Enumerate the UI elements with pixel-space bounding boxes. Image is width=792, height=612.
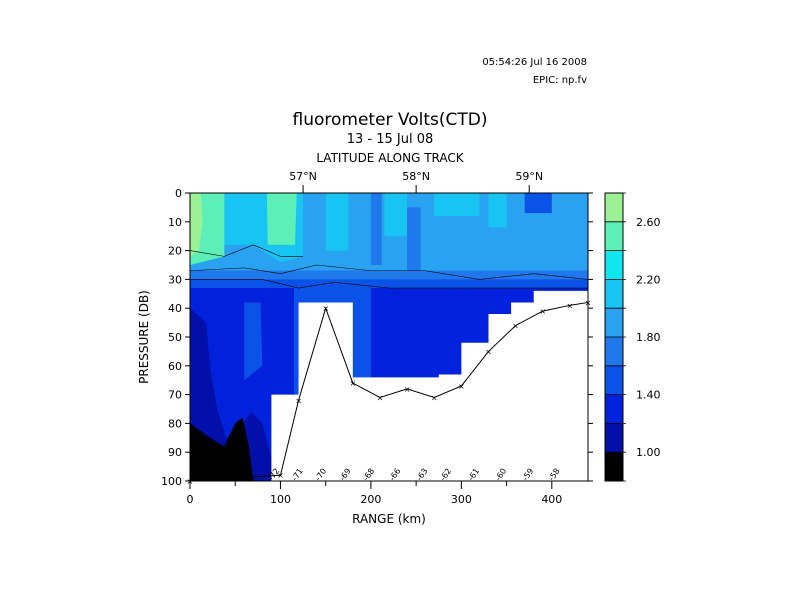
y-tick-label: 100 (161, 475, 182, 488)
colorbar-band (605, 423, 623, 453)
contour-band-black (190, 417, 254, 481)
contour-line (190, 244, 304, 257)
contour-band-dark-blue (190, 308, 272, 481)
y-tick-label: 0 (175, 187, 182, 200)
contour-band-streak (370, 193, 382, 265)
contour-band-left-lobe (244, 302, 263, 381)
profile-marker: × (295, 396, 302, 405)
top-tick-label: 59°N (515, 170, 543, 183)
y-tick-label: 70 (168, 389, 182, 402)
colorbar-band (605, 452, 623, 481)
contour-band-high-mid (266, 193, 297, 245)
colorbar-band (605, 221, 623, 251)
y-tick-label: 40 (168, 302, 182, 315)
colorbar-band (605, 365, 623, 395)
profile-marker: × (349, 379, 356, 388)
colorbar: 1.00 1.40 1.80 2.20 2.60 (604, 192, 661, 482)
x-tick-label: 300 (451, 493, 472, 506)
colorbar-label: 2.60 (636, 216, 661, 229)
x-tick-label: 0 (187, 493, 194, 506)
profile-marker: × (277, 471, 284, 480)
contour-band-streak-2 (407, 207, 421, 274)
contour-band-mid-cyan (325, 193, 349, 251)
profile-marker: × (539, 307, 546, 316)
y-tick-label: 80 (168, 417, 182, 430)
profile-marker: × (322, 304, 329, 313)
colorbar-band (605, 337, 623, 366)
colorbar-band (605, 279, 623, 309)
colorbar-band (605, 308, 623, 337)
x-tick-label: 400 (541, 493, 562, 506)
profile-marker: × (585, 298, 592, 307)
colorbar-band (605, 394, 623, 424)
y-tick-label: 10 (168, 216, 182, 229)
colorbar-label: 1.40 (636, 389, 661, 402)
axes-layer: 0 10 20 30 40 50 60 70 80 90 100 0 100 200 300 400 57°N 5… (161, 170, 593, 506)
timestamp: 05:54:26 Jul 16 2008 (482, 57, 587, 68)
top-tick-label: 58°N (402, 170, 430, 183)
y-tick-label: 20 (168, 245, 182, 258)
profile-marker: × (404, 385, 411, 394)
colorbar-band (605, 193, 623, 222)
profile-marker: × (512, 321, 519, 330)
profile-marker: × (187, 477, 194, 486)
profile-marker: × (485, 347, 492, 356)
top-tick-label: 57°N (289, 170, 317, 183)
colorbar-label: 1.00 (636, 446, 661, 459)
top-axis-label: LATITUDE ALONG TRACK (316, 151, 464, 165)
y-tick-label: 60 (168, 360, 182, 373)
contour-line (190, 264, 588, 280)
y-tick-label: 50 (168, 331, 182, 344)
bottom-profile-line (189, 301, 589, 482)
y-tick-label: 30 (168, 273, 182, 286)
colorbar-label: 2.20 (636, 273, 661, 286)
contour-band-max (190, 193, 203, 257)
profile-marker: × (377, 393, 384, 402)
epic-file-label: EPIC: np.fv (532, 75, 587, 86)
contour-line (190, 279, 588, 289)
profile-marker: × (567, 301, 574, 310)
x-tick-label: 100 (270, 493, 291, 506)
colorbar-band (605, 250, 623, 280)
contour-band-mid-cyan-3 (434, 193, 480, 217)
contour-fill-layer (190, 193, 588, 481)
chart-title: fluorometer Volts(CTD) (292, 110, 488, 130)
profile-marker: × (458, 382, 465, 391)
contour-band-mid-cyan-4 (488, 193, 507, 228)
contour-band-right-blue (524, 193, 552, 214)
contour-band-mid-cyan-2 (384, 193, 408, 237)
colorbar-label: 1.80 (636, 331, 661, 344)
station-layer: ××××××××××××× ×-78 -75 -73 -72 -71 -70 -69 -68 -6… (187, 298, 592, 486)
no-data-mask (271, 290, 588, 481)
x-tick-label: 200 (360, 493, 381, 506)
y-axis-label: PRESSURE (DB) (137, 290, 151, 384)
chart-subtitle: 13 - 15 Jul 08 (346, 132, 434, 147)
y-tick-label: 90 (168, 446, 182, 459)
x-axis-label: RANGE (km) (352, 512, 426, 526)
profile-marker: × (431, 393, 438, 402)
